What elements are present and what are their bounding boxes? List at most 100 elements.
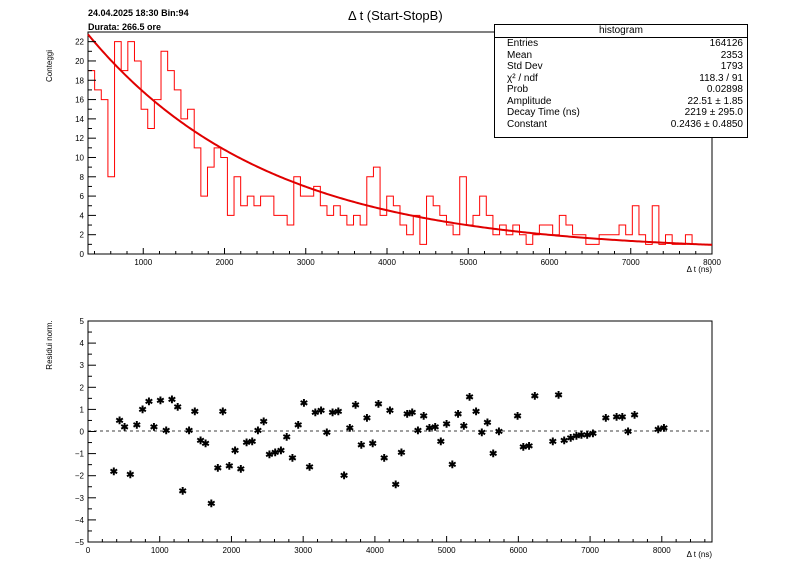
- residual-point: ✱: [138, 405, 147, 416]
- histogram-series: [88, 41, 712, 245]
- stats-row: Amplitude 22.51 ± 1.85: [507, 95, 743, 107]
- residual-point: ✱: [334, 407, 343, 418]
- stats-row: Std Dev 1793: [507, 61, 743, 72]
- residual-point: ✱: [560, 436, 569, 447]
- y-tick-label: 12: [75, 134, 84, 143]
- x-tick-label: 4000: [378, 258, 396, 267]
- y-tick-label: −5: [75, 538, 85, 547]
- histogram-axes: 1000 2000 3000 4000 5000 6000 7000 8000 0 2 4 6 8 10 1…: [75, 31, 721, 267]
- y-tick-label: 22: [75, 38, 84, 47]
- x-tick-label: 4000: [366, 546, 384, 555]
- residual-point: ✱: [369, 439, 378, 450]
- stats-row: Mean 2353: [507, 49, 743, 61]
- residual-point: ✱: [288, 454, 297, 465]
- residuals-axes: 0 1000 2000 3000 4000 5000 6000 7000 8000 −5 −4 −3 −…: [75, 317, 706, 555]
- histogram-y-label: Conteggi: [45, 50, 54, 82]
- residual-point: ✱: [519, 442, 528, 453]
- residual-point: ✱: [351, 400, 360, 411]
- residual-point: ✱: [323, 428, 332, 439]
- residual-point: ✱: [271, 448, 280, 459]
- residual-point: ✱: [115, 416, 124, 427]
- residual-point: ✱: [408, 408, 417, 419]
- residual-point: ✱: [201, 439, 210, 450]
- x-tick-label: 8000: [653, 546, 671, 555]
- residual-point: ✱: [282, 433, 291, 444]
- residual-point: ✱: [168, 395, 177, 406]
- y-tick-label: 1: [80, 405, 85, 414]
- residual-point: ✱: [630, 410, 639, 421]
- residual-point: ✱: [328, 408, 337, 419]
- stats-row: χ² / ndf 118.3 / 91: [507, 72, 743, 84]
- residual-point: ✱: [231, 446, 240, 457]
- y-tick-label: 8: [80, 173, 85, 182]
- residual-point: ✱: [346, 424, 355, 435]
- residual-point: ✱: [242, 438, 251, 449]
- residual-point: ✱: [589, 429, 598, 440]
- x-tick-label: 7000: [581, 546, 599, 555]
- residual-point: ✱: [612, 413, 621, 424]
- y-tick-label: 4: [80, 211, 85, 220]
- residuals-panel: ✱ ✱ ✱ ✱ ✱ ✱ ✱ ✱ ✱ ✱ ✱ ✱ ✱ ✱ ✱ ✱ ✱ ✱ ✱ ✱ ✱ ✱ ✱ ✱ ✱ ✱ ✱ ✱ ✱ ✱ ✱ ✱ ✱ ✱ ✱ ✱ ✱ ✱ ✱ ✱…: [45, 317, 713, 559]
- residual-point: ✱: [472, 407, 481, 418]
- x-tick-label: 6000: [509, 546, 527, 555]
- residual-point: ✱: [305, 462, 314, 473]
- residual-point: ✱: [513, 412, 522, 423]
- x-tick-label: 6000: [541, 258, 559, 267]
- x-tick-label: 7000: [622, 258, 640, 267]
- residuals-y-label: Residui norm.: [45, 320, 54, 369]
- residual-point: ✱: [572, 431, 581, 442]
- residual-point: ✱: [340, 471, 349, 482]
- x-tick-label: 2000: [223, 546, 241, 555]
- info-line: 24.04.2025 18:30 Bin:94: [88, 8, 189, 18]
- residual-point: ✱: [489, 449, 498, 460]
- stats-row: Decay Time (ns) 2219 ± 295.0: [507, 107, 743, 118]
- residual-point: ✱: [624, 427, 633, 438]
- y-tick-label: 0: [80, 428, 85, 437]
- stats-row: Prob 0.02898: [507, 84, 743, 95]
- y-tick-label: 2: [80, 383, 85, 392]
- residuals-frame: [87, 320, 713, 543]
- residual-point: ✱: [185, 426, 194, 437]
- residuals-x-label: Δ t (ns): [687, 550, 713, 559]
- x-tick-label: 8000: [703, 258, 721, 267]
- x-tick-label: 3000: [297, 258, 315, 267]
- histogram-line: [88, 41, 712, 245]
- residual-point: ✱: [120, 423, 129, 434]
- residual-point: ✱: [602, 414, 611, 425]
- x-tick-label: 1000: [134, 258, 152, 267]
- stats-title: histogram: [495, 25, 747, 38]
- residual-point: ✱: [150, 423, 159, 434]
- y-tick-label: 14: [75, 115, 84, 124]
- residual-point: ✱: [237, 465, 246, 476]
- x-tick-label: 5000: [459, 258, 477, 267]
- y-tick-label: −4: [75, 516, 85, 525]
- residual-point: ✱: [654, 425, 663, 436]
- residual-point: ✱: [525, 441, 534, 452]
- residual-point: ✱: [392, 480, 401, 491]
- residual-point: ✱: [110, 467, 119, 478]
- residual-point: ✱: [156, 396, 165, 407]
- residual-point: ✱: [397, 448, 406, 459]
- residual-point: ✱: [386, 406, 395, 417]
- residual-point: ✱: [454, 409, 463, 420]
- stats-box: histogram Entries 164126 Mean 2353 Std Dev…: [494, 24, 748, 138]
- residual-points: ✱ ✱ ✱ ✱ ✱ ✱ ✱ ✱ ✱ ✱ ✱ ✱ ✱ ✱ ✱ ✱ ✱ ✱ ✱ ✱ ✱ ✱ ✱ ✱ ✱ ✱ ✱ ✱ ✱ ✱ ✱ ✱ ✱ ✱ ✱ ✱ ✱ ✱ ✱ ✱…: [110, 391, 669, 510]
- y-tick-label: 3: [80, 361, 85, 370]
- x-tick-label: 1000: [151, 546, 169, 555]
- y-tick-label: 20: [75, 57, 84, 66]
- chart-title: Δ t (Start-StopB): [348, 8, 443, 23]
- y-tick-label: 5: [80, 317, 85, 326]
- residual-point: ✱: [133, 420, 142, 431]
- y-tick-label: 10: [75, 153, 84, 162]
- residual-point: ✱: [363, 414, 372, 425]
- residual-point: ✱: [660, 424, 669, 435]
- residual-point: ✱: [191, 407, 200, 418]
- residual-point: ✱: [300, 398, 309, 409]
- residual-point: ✱: [248, 437, 257, 448]
- residual-point: ✱: [437, 437, 446, 448]
- residual-point: ✱: [126, 470, 135, 481]
- residual-point: ✱: [448, 460, 457, 471]
- residual-point: ✱: [311, 408, 320, 419]
- x-tick-label: 2000: [216, 258, 234, 267]
- residual-point: ✱: [442, 419, 451, 430]
